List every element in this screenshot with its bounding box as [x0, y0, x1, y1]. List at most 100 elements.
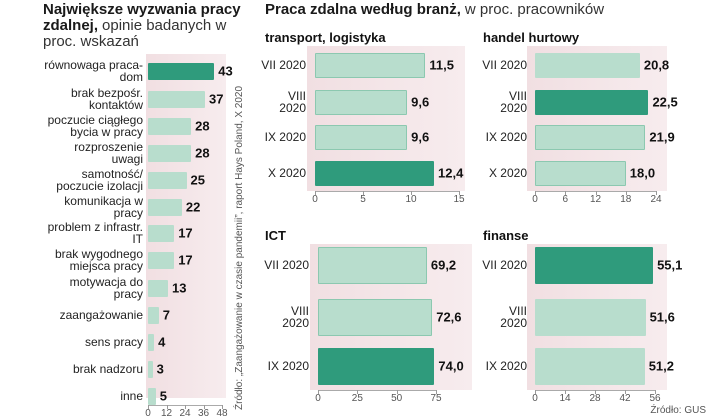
bar	[148, 198, 182, 216]
value-label: 21,9	[649, 129, 675, 145]
value-label: 5	[159, 388, 167, 404]
bar	[148, 171, 187, 189]
x-axis	[315, 191, 459, 192]
tick-mark	[411, 191, 412, 195]
left-heading: Największe wyzwania pracy zdalnej, opinie…	[43, 2, 248, 50]
category-label: brak bezpośr. kontaktów	[70, 86, 143, 112]
bar	[535, 246, 654, 284]
x-tick-label: 0	[312, 194, 318, 205]
value-label: 22	[185, 199, 201, 215]
category-label: VII 2020	[261, 58, 306, 72]
section-subtitle: w proc. pracowników	[464, 1, 605, 18]
tick-mark	[595, 191, 597, 195]
bar	[148, 62, 215, 80]
category-label: inne	[120, 389, 143, 403]
tick-mark	[148, 405, 149, 409]
category-label: rozproszenie uwagi	[74, 140, 143, 166]
bar	[148, 333, 155, 351]
category-label: IX 2020	[267, 359, 309, 373]
bar	[148, 144, 192, 162]
category-label: VIII 2020	[500, 89, 527, 115]
value-label: 72,6	[436, 309, 462, 325]
bar	[148, 251, 175, 269]
bar	[148, 279, 169, 297]
category-label: poczucie ciągłego bycia w pracy	[47, 113, 143, 139]
value-label: 20,8	[643, 57, 670, 73]
category-label: IX 2020	[264, 130, 306, 144]
x-tick-label: 0	[532, 393, 538, 404]
value-label: 25	[190, 172, 205, 188]
value-label: 22,5	[652, 94, 678, 110]
x-tick-label: 75	[430, 393, 442, 404]
category-label: brak wygodnego miejsca pracy	[54, 247, 143, 273]
section-title: Praca zdalna według branż,	[265, 1, 461, 18]
value-label: 11,5	[429, 57, 454, 73]
value-label: 13	[172, 280, 187, 296]
value-label: 17	[178, 252, 193, 268]
source-note: Źródło: „Zaangażowanie w czasie pandemii…	[234, 85, 245, 410]
category-label: IX 2020	[485, 130, 527, 144]
tick-mark	[655, 390, 656, 394]
x-tick-label: 28	[589, 393, 601, 404]
x-tick-label: 48	[216, 408, 228, 419]
bar	[148, 224, 175, 242]
tick-mark	[203, 405, 205, 409]
bar	[315, 160, 435, 186]
value-label: 9,6	[411, 94, 430, 110]
category-label: równowaga praca-dom	[44, 58, 143, 84]
x-tick-label: 15	[453, 194, 465, 205]
tick-mark	[436, 390, 437, 394]
x-tick-label: 12	[160, 408, 173, 419]
chart-title: transport, logistyka	[265, 30, 386, 45]
category-label: VIII 2020	[279, 89, 306, 115]
bar	[148, 360, 153, 378]
x-tick-label: 56	[649, 393, 661, 404]
tick-mark	[595, 390, 596, 394]
bar	[148, 90, 206, 108]
x-tick-label: 10	[405, 194, 417, 205]
tick-mark	[166, 405, 168, 409]
x-tick-label: 24	[650, 194, 662, 205]
bar	[535, 124, 646, 150]
category-label: VIII 2020	[282, 304, 309, 330]
bar	[535, 347, 645, 385]
chart-title: Największe wyzwania pracy zdalnej,	[43, 1, 241, 34]
category-label: VII 2020	[264, 258, 309, 272]
tick-mark	[565, 390, 566, 394]
value-label: 51,2	[648, 358, 675, 374]
value-label: 7	[162, 307, 171, 323]
tick-mark	[185, 405, 186, 409]
category-label: brak nadzoru	[72, 362, 143, 376]
category-label: VIII 2020	[500, 304, 527, 330]
tick-mark	[625, 191, 627, 195]
value-label: 69,2	[430, 257, 457, 273]
category-label: IX 2020	[485, 359, 527, 373]
category-label: komunikacja w pracy	[64, 194, 143, 220]
bar	[318, 298, 433, 336]
bar	[148, 117, 192, 135]
tick-mark	[318, 390, 319, 394]
category-label: VII 2020	[482, 258, 527, 272]
bar	[148, 387, 156, 405]
chart-title: ICT	[265, 228, 286, 243]
chart-title: finanse	[483, 228, 529, 243]
bar	[318, 347, 435, 385]
tick-mark	[625, 390, 626, 394]
category-label: zaangażowanie	[59, 308, 143, 322]
chart-subtitle: opinie badanych w proc. wskazań	[43, 17, 227, 50]
bar	[535, 160, 626, 186]
bar	[535, 89, 649, 115]
category-label: samotność/ poczucie izolacji	[56, 167, 143, 193]
tick-mark	[656, 191, 657, 195]
tick-mark	[315, 191, 316, 195]
x-tick-label: 0	[532, 194, 538, 205]
x-tick-label: 5	[360, 194, 366, 205]
value-label: 51,6	[649, 309, 675, 325]
category-label: VII 2020	[482, 58, 527, 72]
x-tick-label: 24	[179, 408, 191, 419]
value-label: 37	[209, 91, 224, 107]
tick-mark	[535, 390, 536, 394]
tick-mark	[535, 191, 536, 195]
x-tick-label: 0	[145, 408, 151, 419]
category-label: sens pracy	[84, 335, 143, 349]
